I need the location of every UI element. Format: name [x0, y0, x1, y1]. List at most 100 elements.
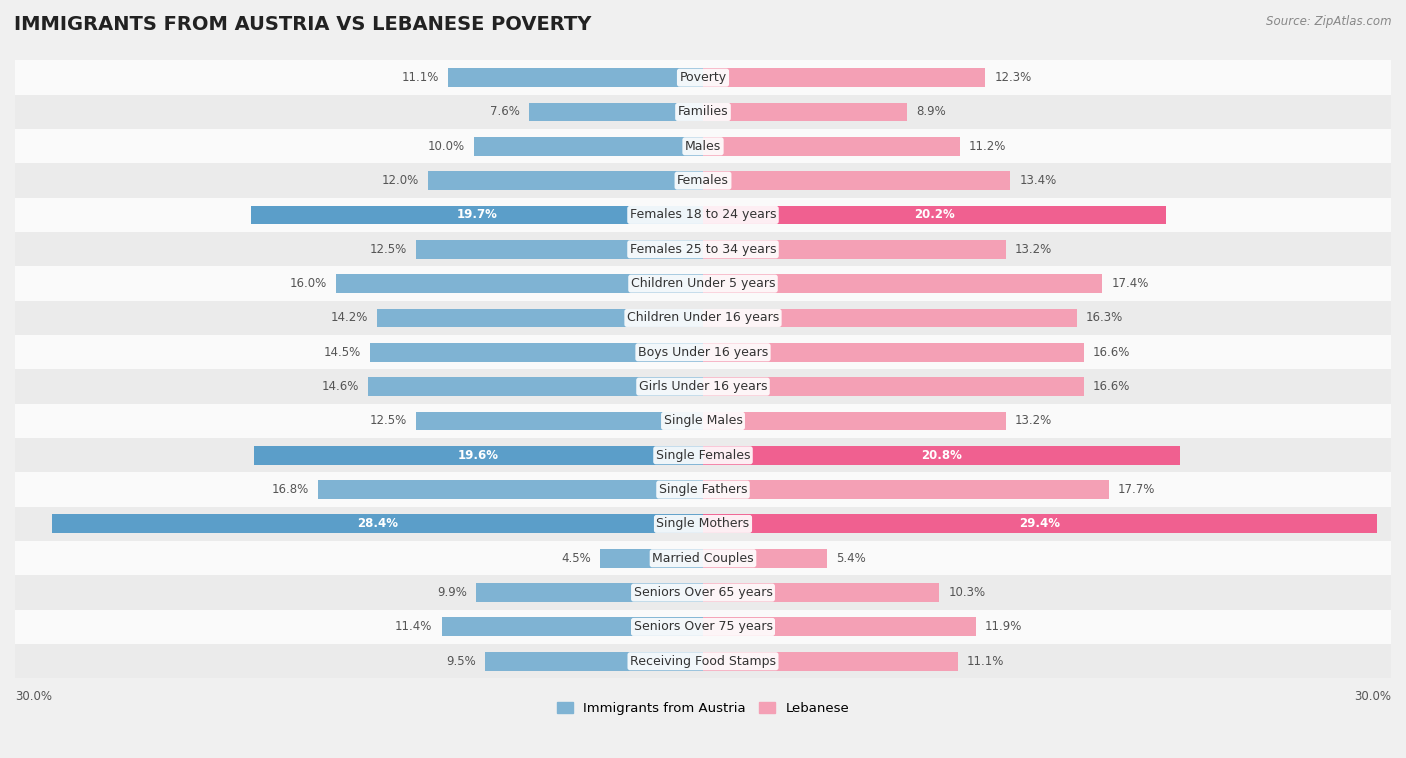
Bar: [703, 515, 1378, 534]
Text: Children Under 5 years: Children Under 5 years: [631, 277, 775, 290]
Bar: [15, 438, 1391, 472]
Bar: [703, 412, 1005, 431]
Text: 19.6%: 19.6%: [458, 449, 499, 462]
Text: 28.4%: 28.4%: [357, 518, 398, 531]
Legend: Immigrants from Austria, Lebanese: Immigrants from Austria, Lebanese: [557, 702, 849, 715]
Bar: [477, 583, 703, 602]
Bar: [253, 446, 703, 465]
Text: 16.0%: 16.0%: [290, 277, 326, 290]
Text: 4.5%: 4.5%: [561, 552, 591, 565]
Text: Source: ZipAtlas.com: Source: ZipAtlas.com: [1267, 15, 1392, 28]
Text: 9.5%: 9.5%: [446, 655, 477, 668]
Bar: [15, 575, 1391, 609]
Text: 14.6%: 14.6%: [322, 380, 359, 393]
Bar: [427, 171, 703, 190]
Bar: [449, 68, 703, 87]
Text: 9.9%: 9.9%: [437, 586, 467, 599]
Text: Single Fathers: Single Fathers: [659, 483, 747, 496]
Text: 16.3%: 16.3%: [1085, 312, 1123, 324]
Text: 30.0%: 30.0%: [1354, 691, 1391, 703]
Bar: [703, 480, 1109, 499]
Text: 16.8%: 16.8%: [271, 483, 308, 496]
Bar: [703, 171, 1011, 190]
Text: 12.0%: 12.0%: [381, 174, 419, 187]
Bar: [703, 377, 1084, 396]
Bar: [441, 618, 703, 637]
Text: 29.4%: 29.4%: [1019, 518, 1060, 531]
Text: Families: Families: [678, 105, 728, 118]
Text: 11.1%: 11.1%: [967, 655, 1004, 668]
Bar: [703, 205, 1166, 224]
Bar: [368, 377, 703, 396]
Bar: [703, 549, 827, 568]
Text: 10.0%: 10.0%: [427, 139, 464, 153]
Bar: [485, 652, 703, 671]
Text: Single Mothers: Single Mothers: [657, 518, 749, 531]
Text: 12.5%: 12.5%: [370, 243, 408, 255]
Text: 11.9%: 11.9%: [986, 621, 1022, 634]
Bar: [15, 129, 1391, 164]
Bar: [15, 609, 1391, 644]
Bar: [15, 472, 1391, 507]
Text: Single Males: Single Males: [664, 415, 742, 428]
Bar: [703, 240, 1005, 258]
Text: Single Females: Single Females: [655, 449, 751, 462]
Bar: [252, 205, 703, 224]
Text: Poverty: Poverty: [679, 71, 727, 84]
Bar: [377, 309, 703, 327]
Bar: [15, 164, 1391, 198]
Text: Children Under 16 years: Children Under 16 years: [627, 312, 779, 324]
Text: Females: Females: [678, 174, 728, 187]
Text: 7.6%: 7.6%: [489, 105, 520, 118]
Bar: [15, 95, 1391, 129]
Bar: [318, 480, 703, 499]
Bar: [52, 515, 703, 534]
Text: 13.2%: 13.2%: [1015, 415, 1052, 428]
Text: Boys Under 16 years: Boys Under 16 years: [638, 346, 768, 359]
Bar: [703, 583, 939, 602]
Bar: [703, 446, 1180, 465]
Text: 20.2%: 20.2%: [914, 208, 955, 221]
Text: Males: Males: [685, 139, 721, 153]
Bar: [15, 267, 1391, 301]
Text: 13.4%: 13.4%: [1019, 174, 1057, 187]
Text: 16.6%: 16.6%: [1092, 380, 1130, 393]
Bar: [703, 343, 1084, 362]
Text: 19.7%: 19.7%: [457, 208, 498, 221]
Text: 11.2%: 11.2%: [969, 139, 1007, 153]
Text: 8.9%: 8.9%: [917, 105, 946, 118]
Text: 12.5%: 12.5%: [370, 415, 408, 428]
Bar: [15, 232, 1391, 267]
Text: Females 25 to 34 years: Females 25 to 34 years: [630, 243, 776, 255]
Bar: [416, 240, 703, 258]
Text: Receiving Food Stamps: Receiving Food Stamps: [630, 655, 776, 668]
Bar: [529, 102, 703, 121]
Bar: [370, 343, 703, 362]
Text: 12.3%: 12.3%: [994, 71, 1032, 84]
Text: 20.8%: 20.8%: [921, 449, 962, 462]
Bar: [15, 198, 1391, 232]
Bar: [15, 369, 1391, 404]
Text: 17.7%: 17.7%: [1118, 483, 1156, 496]
Text: 14.5%: 14.5%: [323, 346, 361, 359]
Bar: [15, 644, 1391, 678]
Bar: [703, 652, 957, 671]
Bar: [703, 137, 960, 155]
Bar: [15, 61, 1391, 95]
Text: 10.3%: 10.3%: [949, 586, 986, 599]
Text: 5.4%: 5.4%: [837, 552, 866, 565]
Text: IMMIGRANTS FROM AUSTRIA VS LEBANESE POVERTY: IMMIGRANTS FROM AUSTRIA VS LEBANESE POVE…: [14, 15, 592, 34]
Text: Females 18 to 24 years: Females 18 to 24 years: [630, 208, 776, 221]
Bar: [703, 618, 976, 637]
Bar: [703, 274, 1102, 293]
Bar: [703, 68, 986, 87]
Text: 17.4%: 17.4%: [1111, 277, 1149, 290]
Bar: [15, 541, 1391, 575]
Bar: [416, 412, 703, 431]
Text: 11.1%: 11.1%: [402, 71, 439, 84]
Bar: [15, 404, 1391, 438]
Text: 13.2%: 13.2%: [1015, 243, 1052, 255]
Bar: [600, 549, 703, 568]
Text: Seniors Over 65 years: Seniors Over 65 years: [634, 586, 772, 599]
Bar: [15, 301, 1391, 335]
